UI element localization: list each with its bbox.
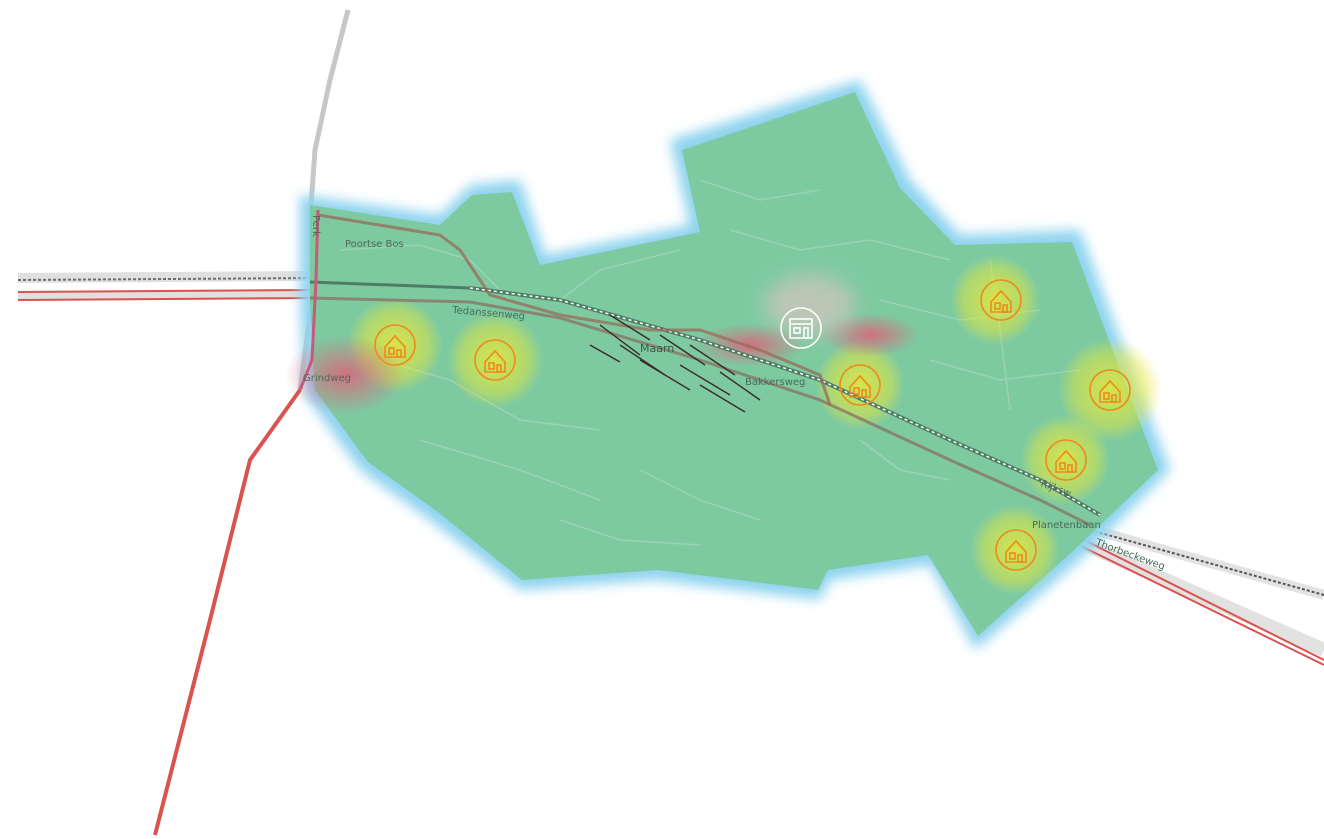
highway-west — [17, 271, 321, 301]
house-icon[interactable] — [474, 339, 516, 381]
secondary-road — [317, 213, 832, 406]
label-bakkersweg: Bakkersweg — [745, 377, 805, 388]
home-markers — [374, 279, 1131, 571]
house-icon[interactable] — [980, 279, 1022, 321]
station-hatch — [589, 314, 761, 413]
main-road-red — [153, 388, 302, 836]
railway — [309, 280, 1102, 527]
building-icon[interactable] — [780, 307, 822, 349]
label-vertical-road: Perk — [310, 215, 321, 237]
label-maarn: Maarn — [640, 342, 674, 355]
house-icon[interactable] — [1089, 369, 1131, 411]
house-icon[interactable] — [374, 324, 416, 366]
vertical-road-red — [298, 209, 320, 391]
house-icon[interactable] — [839, 364, 881, 406]
house-icon[interactable] — [995, 529, 1037, 571]
label-grindweg: Grindweg — [303, 373, 351, 384]
coverage-area[interactable] — [285, 80, 1170, 650]
label-planetenbaan: Planetenbaan — [1032, 520, 1101, 531]
label-poortse-bos: Poortse Bos — [345, 239, 404, 250]
house-icon[interactable] — [1045, 439, 1087, 481]
